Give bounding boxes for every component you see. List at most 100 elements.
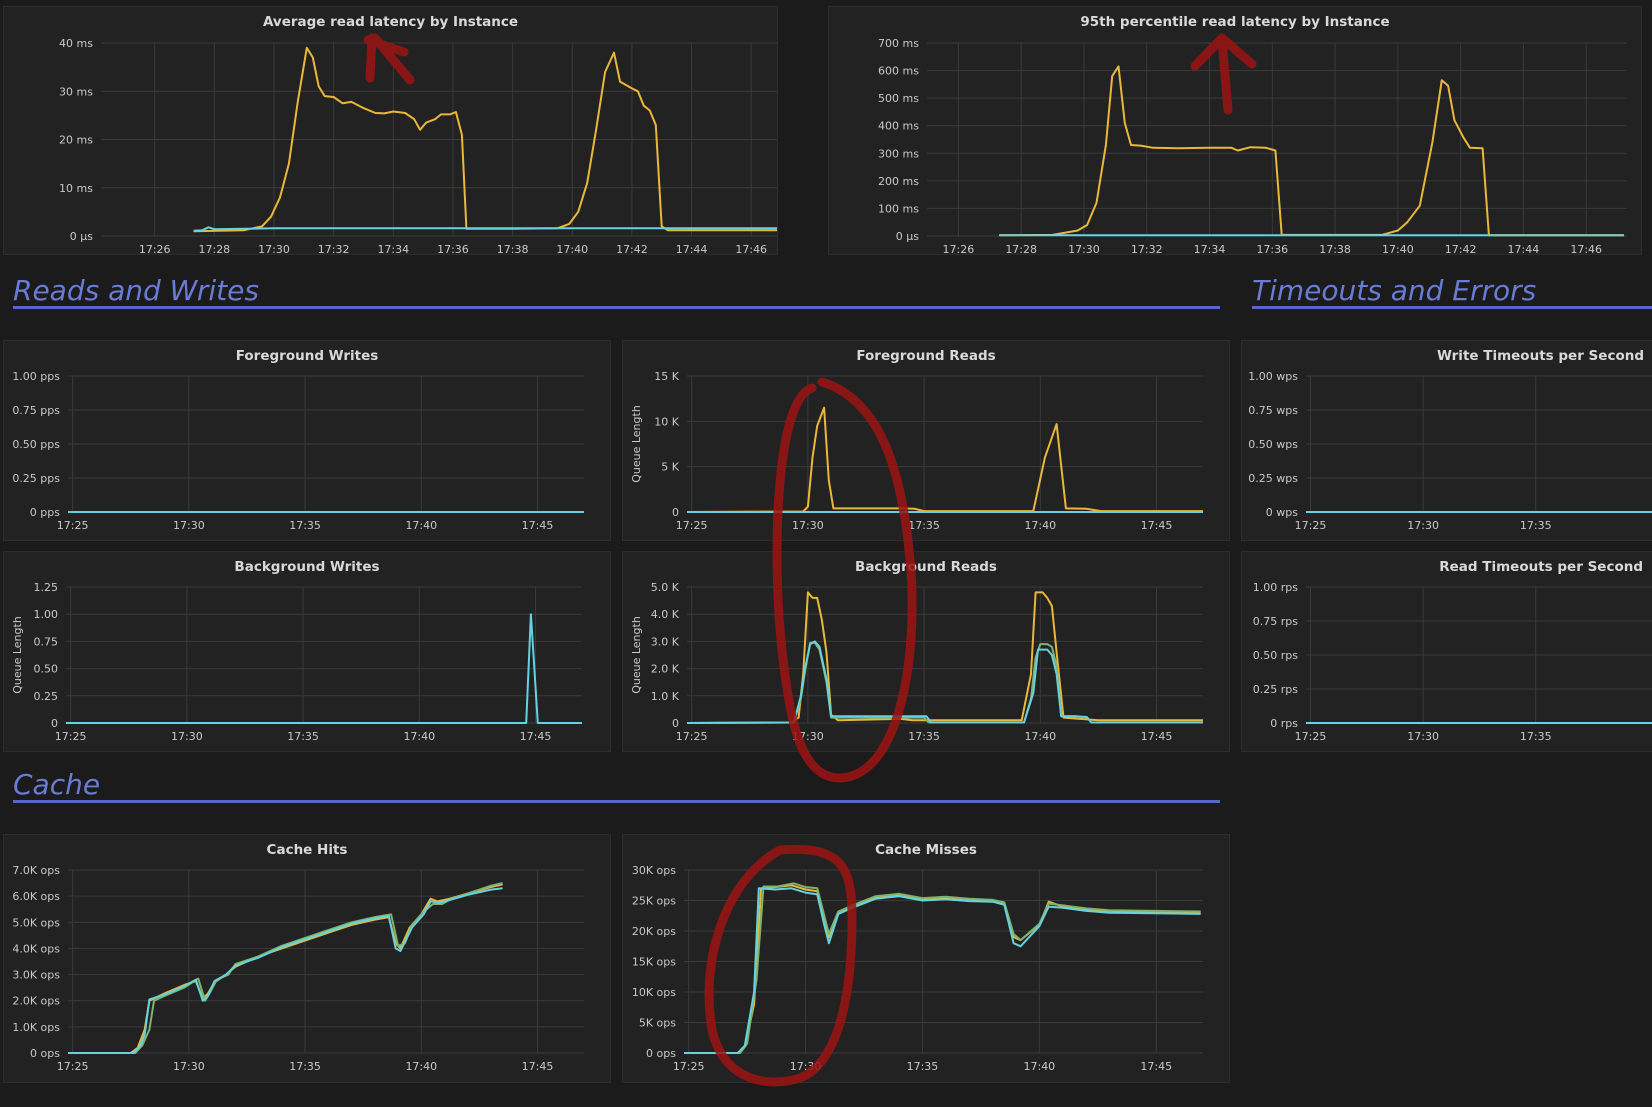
panel-title[interactable]: Cache Hits: [266, 842, 348, 858]
y-axis-label: Queue Length: [630, 405, 643, 483]
p95-latency-chart: 0 µs 100 ms 200 ms 300 ms 400 ms 500 ms 600 ms…: [878, 37, 1627, 255]
x-tick-label: 17:42: [1445, 243, 1477, 255]
bg-reads-panel[interactable]: Background Reads 0 1.0 K 2.0 K 3.0 K 4.0 K 5.…: [622, 551, 1230, 752]
x-tick-label: 17:35: [289, 519, 321, 532]
x-tick-label: 17:30: [173, 519, 205, 532]
y-tick-label: 0.25: [34, 690, 59, 703]
cache-hits-panel[interactable]: Cache Hits 0 ops 1.0K ops 2.0K ops 3.0K ops…: [3, 834, 611, 1083]
x-tick-label: 17:35: [1520, 730, 1552, 743]
y-tick-label: 0.25 pps: [12, 472, 60, 485]
x-tick-label: 17:30: [790, 1060, 822, 1073]
row-title-timeouts[interactable]: Timeouts and Errors: [1252, 274, 1537, 307]
row-divider: [13, 800, 1220, 803]
panel-title[interactable]: Background Writes: [234, 559, 380, 575]
x-tick-label: 17:40: [1024, 519, 1056, 532]
read-timeouts-panel[interactable]: Read Timeouts per Second 0 rps 0.25 rps 0.…: [1241, 551, 1652, 752]
x-tick-label: 17:30: [1407, 519, 1439, 532]
p95-latency-panel[interactable]: 95th percentile read latency by Instance…: [828, 6, 1642, 255]
y-tick-label: 0: [51, 717, 58, 730]
x-tick-label: 17:25: [1295, 519, 1327, 532]
x-tick-label: 17:38: [497, 243, 529, 255]
y-tick-label: 5.0 K: [651, 581, 680, 594]
row-title-cache[interactable]: Cache: [13, 768, 101, 801]
fg-reads-panel[interactable]: Foreground Reads 0 5 K 10 K 15 K 17:25 17:30 1…: [622, 340, 1230, 541]
x-tick-label: 17:45: [522, 519, 554, 532]
y-tick-label: 1.00 pps: [12, 370, 60, 383]
panel-title[interactable]: Foreground Reads: [856, 348, 996, 364]
y-tick-label: 0.25 wps: [1248, 472, 1298, 485]
y-tick-label: 40 ms: [59, 37, 93, 50]
y-tick-label: 0.50 rps: [1253, 649, 1298, 662]
series-line-yellow: [686, 406, 1203, 513]
series-line-yellow: [68, 883, 503, 1054]
x-tick-label: 17:44: [676, 243, 708, 255]
y-tick-label: 0 ops: [646, 1047, 676, 1060]
panel-title[interactable]: 95th percentile read latency by Instance: [1080, 14, 1390, 30]
cache-misses-chart: 0 ops 5K ops 10K ops 15K ops 20K ops 25K ops 3…: [632, 864, 1203, 1073]
x-tick-label: 17:30: [792, 519, 824, 532]
y-tick-label: 30K ops: [632, 864, 676, 877]
x-tick-label: 17:25: [676, 519, 708, 532]
y-tick-label: 10 ms: [59, 182, 93, 195]
y-tick-label: 0.25 rps: [1253, 683, 1298, 696]
y-tick-label: 0.75 rps: [1253, 615, 1298, 628]
x-tick-label: 17:32: [318, 243, 350, 255]
x-tick-label: 17:45: [1141, 519, 1173, 532]
y-tick-label: 20K ops: [632, 925, 676, 938]
x-tick-label: 17:46: [1570, 243, 1602, 255]
fg-writes-panel[interactable]: Foreground Writes 0 pps 0.25 pps 0.50 pps 0…: [3, 340, 611, 541]
row-divider: [1252, 306, 1652, 309]
row-title-reads-writes[interactable]: Reads and Writes: [13, 274, 259, 307]
y-tick-label: 10 K: [654, 415, 679, 428]
x-tick-label: 17:25: [673, 1060, 705, 1073]
y-tick-label: 100 ms: [878, 202, 919, 215]
y-tick-label: 0 wps: [1266, 506, 1298, 519]
x-tick-label: 17:40: [403, 730, 435, 743]
bg-reads-chart: 0 1.0 K 2.0 K 3.0 K 4.0 K 5.0 K 17:25 17:30 17:3…: [630, 581, 1203, 743]
panel-title[interactable]: Foreground Writes: [235, 348, 379, 364]
y-tick-label: 500 ms: [878, 92, 919, 105]
x-tick-label: 17:44: [1508, 243, 1540, 255]
x-tick-label: 17:34: [1194, 243, 1226, 255]
row-divider: [13, 306, 1220, 309]
panel-title[interactable]: Cache Misses: [875, 842, 977, 858]
series-line-yellow: [686, 591, 1203, 724]
x-tick-label: 17:25: [1295, 730, 1327, 743]
panel-title[interactable]: Write Timeouts per Second: [1437, 348, 1644, 364]
x-tick-label: 17:35: [908, 519, 940, 532]
x-tick-label: 17:40: [1023, 1060, 1055, 1073]
x-tick-label: 17:25: [57, 1060, 89, 1073]
series-line-green: [68, 882, 503, 1054]
y-tick-label: 4.0K ops: [12, 942, 60, 955]
bg-writes-panel[interactable]: Background Writes 0 0.25 0.50 0.75 1.00 1.25 1…: [3, 551, 611, 752]
cache-misses-panel[interactable]: Cache Misses 0 ops 5K ops 10K ops 15K ops 20…: [622, 834, 1230, 1083]
x-tick-label: 17:45: [520, 730, 552, 743]
y-tick-label: 15K ops: [632, 956, 676, 969]
panel-title[interactable]: Average read latency by Instance: [262, 14, 519, 30]
y-tick-label: 3.0 K: [651, 635, 680, 648]
y-tick-label: 0 ops: [30, 1047, 60, 1060]
bg-writes-chart: 0 0.25 0.50 0.75 1.00 1.25 17:25 17:30 17:35 17:4…: [11, 581, 582, 743]
x-tick-label: 17:40: [405, 1060, 437, 1073]
grid: [927, 42, 1627, 237]
x-tick-label: 17:30: [792, 730, 824, 743]
grid: [1306, 586, 1652, 724]
x-tick-label: 17:40: [1382, 243, 1414, 255]
x-tick-label: 17:30: [173, 1060, 205, 1073]
x-tick-label: 17:45: [522, 1060, 554, 1073]
grid: [68, 375, 584, 513]
y-tick-label: 5.0K ops: [12, 916, 60, 929]
write-timeouts-panel[interactable]: Write Timeouts per Second 0 wps 0.25 wps 0…: [1241, 340, 1652, 541]
y-tick-label: 20 ms: [59, 134, 93, 147]
avg-latency-panel[interactable]: Average read latency by Instance 0 µs 10 …: [3, 6, 778, 255]
y-tick-label: 700 ms: [878, 37, 919, 50]
y-tick-label: 1.0 K: [651, 690, 680, 703]
read-timeouts-chart: 0 rps 0.25 rps 0.50 rps 0.75 rps 1.00 rps 17:…: [1253, 581, 1652, 743]
x-tick-label: 17:38: [1319, 243, 1351, 255]
series-line-green: [686, 641, 1203, 724]
y-axis-label: Queue Length: [630, 616, 643, 694]
x-tick-label: 17:40: [1024, 730, 1056, 743]
panel-title[interactable]: Read Timeouts per Second: [1439, 559, 1643, 575]
y-axis-label: Queue Length: [11, 616, 24, 694]
y-tick-label: 2.0 K: [651, 663, 680, 676]
